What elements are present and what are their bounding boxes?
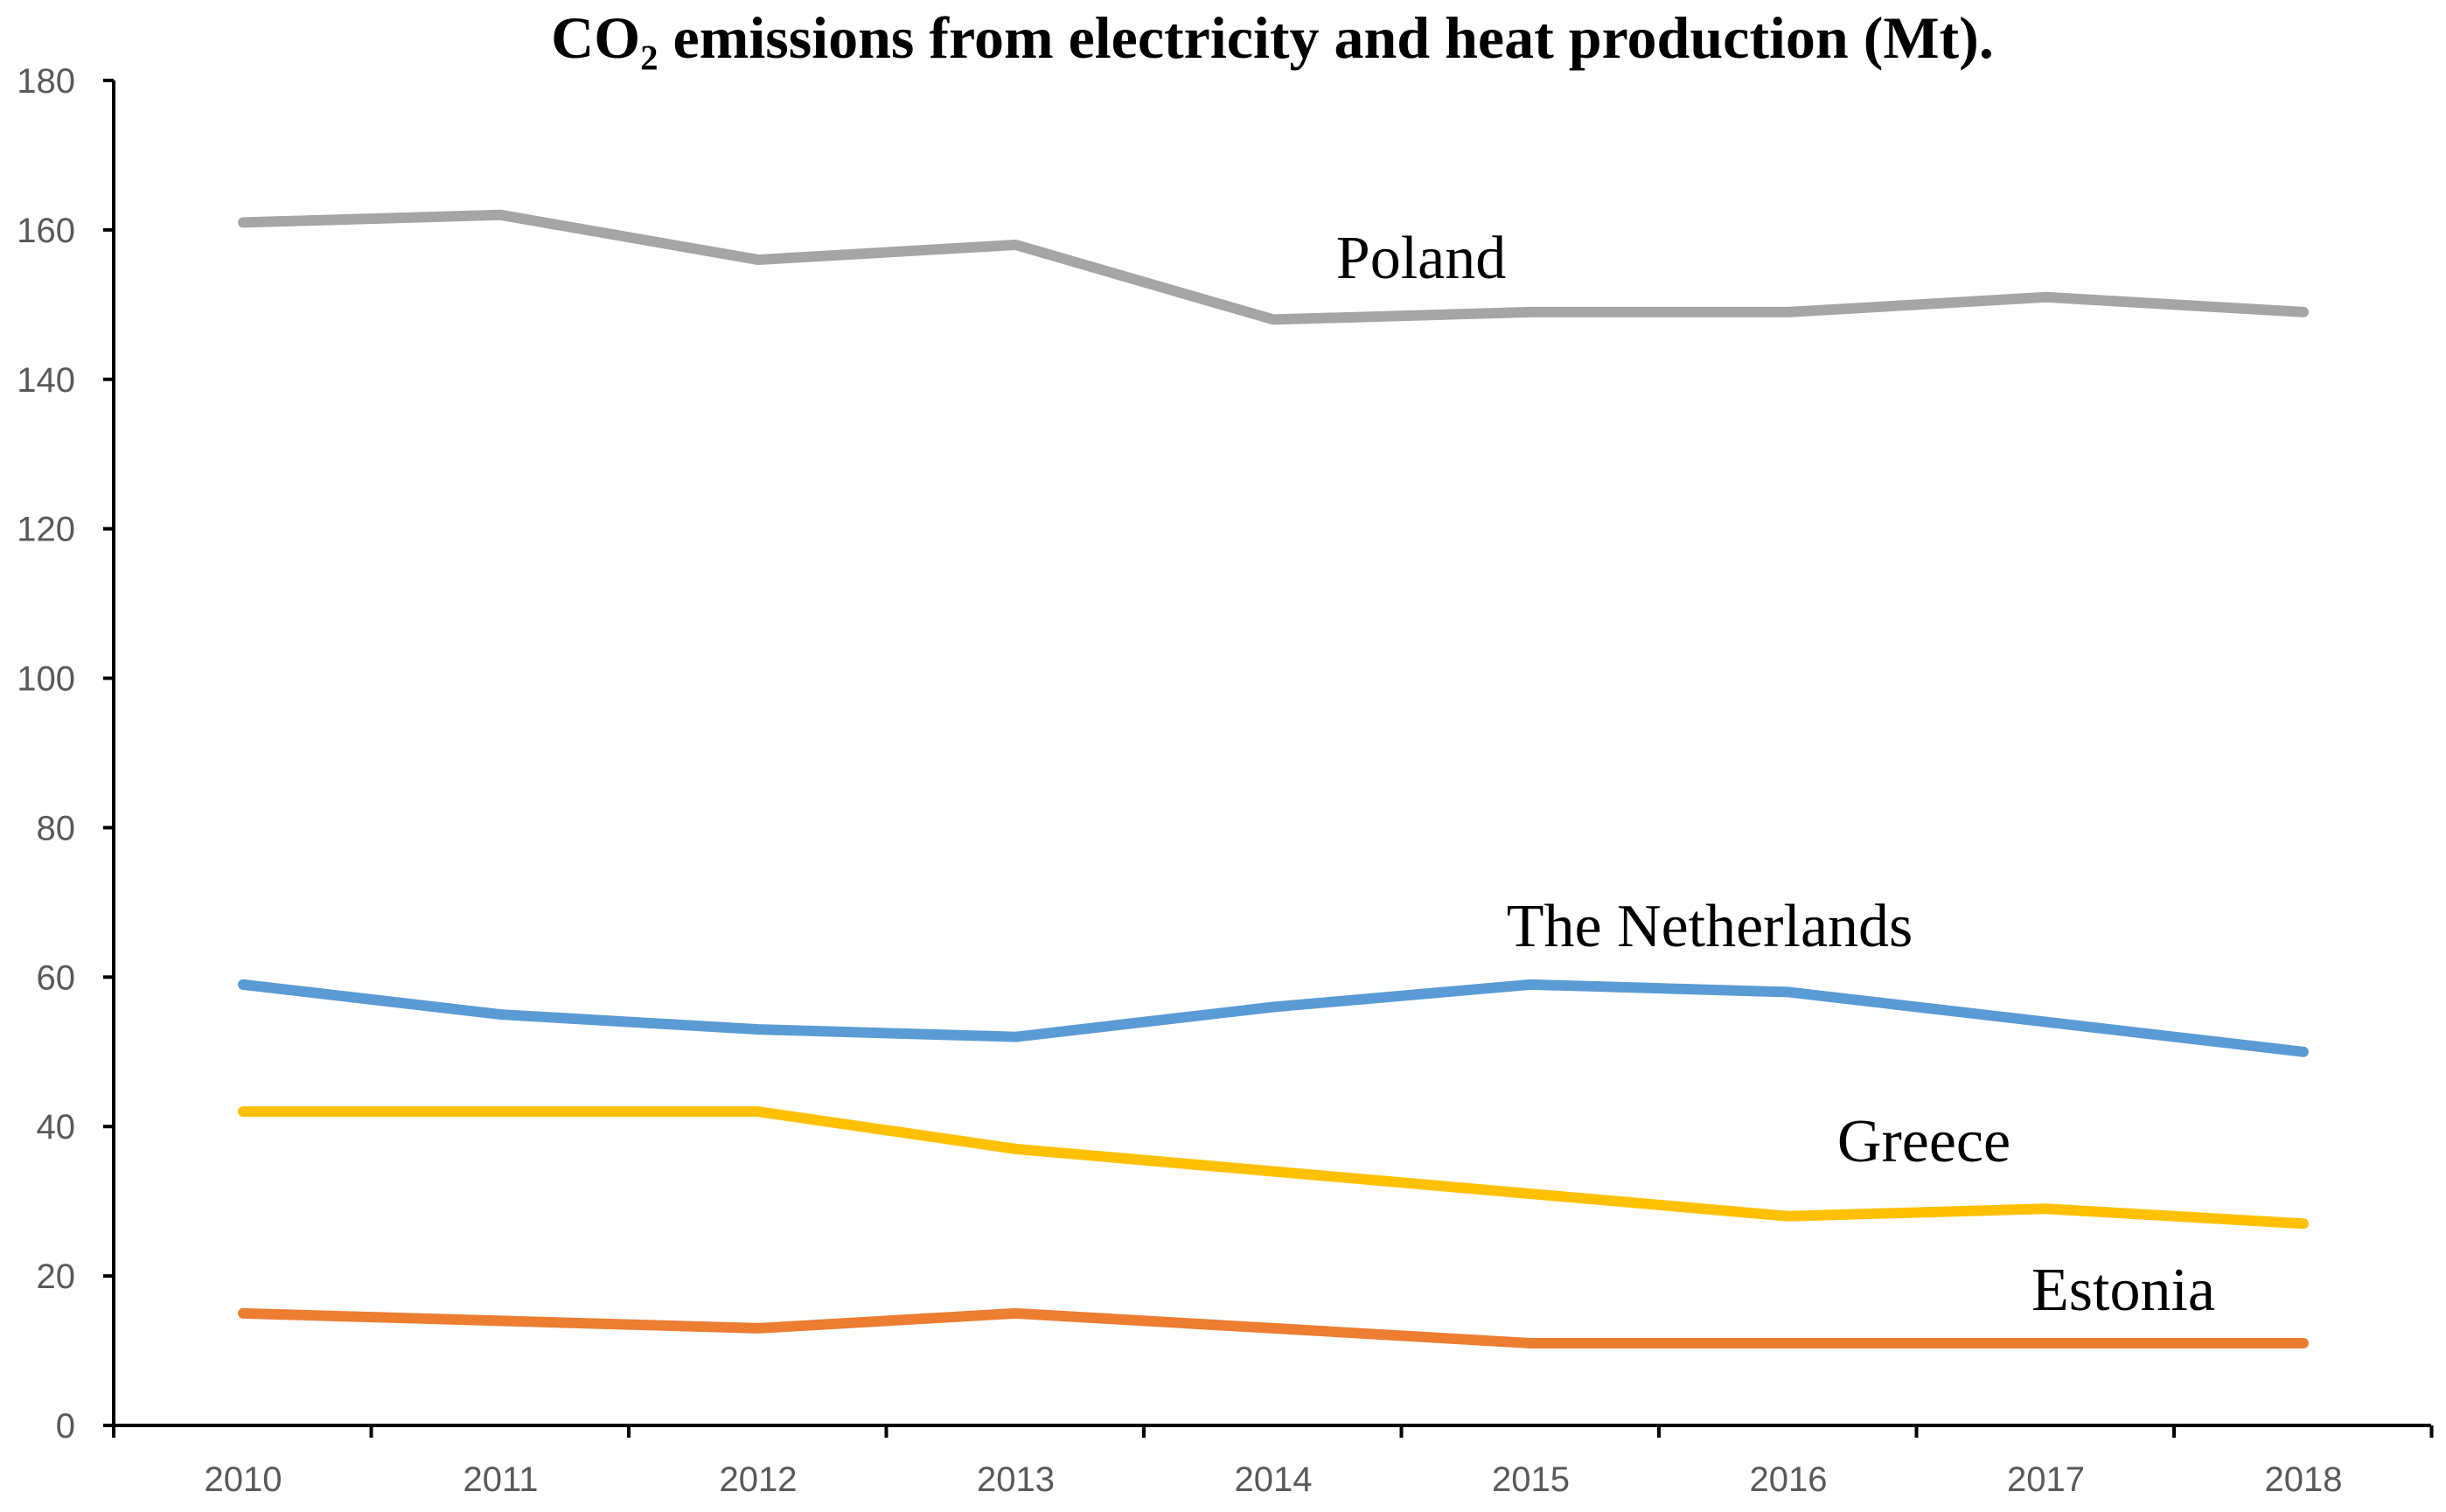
chart-axes	[112, 80, 2431, 1427]
x-tick-label: 2012	[720, 1460, 798, 1499]
series-label-poland: Poland	[1336, 225, 1506, 292]
x-tick-label: 2016	[1750, 1460, 1828, 1499]
series-label-estonia: Estonia	[2031, 1257, 2215, 1324]
series-line-poland	[238, 209, 2309, 325]
x-tick-label: 2013	[977, 1460, 1055, 1499]
chart-title: CO₂ emissions from electricity and heat …	[551, 4, 1994, 71]
series-label-the-netherlands: The Netherlands	[1507, 893, 1913, 960]
y-tick-label: 140	[17, 361, 75, 400]
y-tick-label: 160	[17, 212, 75, 250]
y-tick-label: 80	[37, 809, 76, 847]
y-tick-label: 100	[17, 660, 75, 699]
series-line-greece	[238, 1106, 2309, 1230]
y-tick-label: 180	[17, 62, 75, 101]
x-axis-ticks: 2010 2011 2012 2013 2014 2015 2016 2017 2018	[112, 1425, 2434, 1499]
y-tick-label: 20	[37, 1258, 76, 1296]
x-tick-label: 2011	[463, 1460, 538, 1499]
y-tick-label: 60	[37, 958, 76, 997]
y-tick-label: 0	[56, 1407, 75, 1446]
series-lines	[238, 209, 2309, 1349]
x-tick-label: 2014	[1235, 1460, 1313, 1499]
series-labels: Poland The Netherlands Greece Estonia	[1336, 225, 2215, 1324]
series-line-estonia	[238, 1307, 2309, 1349]
x-tick-label: 2015	[1492, 1460, 1570, 1499]
y-tick-label: 120	[17, 511, 75, 549]
y-tick-label: 40	[37, 1108, 76, 1146]
series-label-greece: Greece	[1837, 1108, 2010, 1175]
x-tick-label: 2018	[2265, 1460, 2343, 1499]
x-tick-label: 2017	[2007, 1460, 2085, 1499]
y-axis-ticks: 0 20 40 60 80 100 120 140 160 180	[17, 62, 114, 1446]
x-tick-label: 2010	[205, 1460, 282, 1499]
series-line-the-netherlands	[238, 979, 2309, 1057]
